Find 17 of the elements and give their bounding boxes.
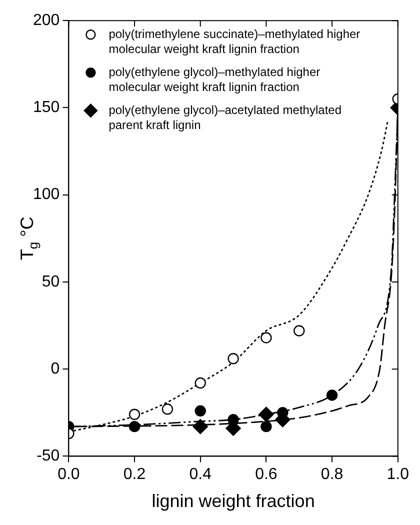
legend-label: poly(trimethylene succinate)–methylated higher molecular weight kraft lignin fraction — [108, 26, 360, 56]
x-axis-title: lignin weight fraction — [152, 491, 315, 512]
x-tick-label: 0.6 — [255, 466, 278, 484]
legend-label: poly(ethylene glycol)–methylated higher molecular weight kraft lignin fraction — [108, 64, 320, 94]
y-tick-label: -50 — [36, 448, 60, 465]
y-tick-label: 0 — [50, 360, 60, 378]
y-tick-label: 100 — [32, 186, 60, 204]
x-tick-label: 1.0 — [386, 466, 410, 484]
x-tick-label: 0.8 — [320, 466, 344, 484]
x-tick-label: 0.4 — [189, 466, 212, 484]
y-tick-label: 200 — [32, 12, 60, 30]
y-tick-label: 50 — [42, 273, 60, 290]
y-axis-title: Tg °C — [16, 216, 41, 260]
x-tick-label: 0.2 — [123, 466, 146, 484]
legend-label: poly(ethylene glycol)–acetylated methylated parent kraft lignin — [108, 102, 342, 132]
x-tick-label: 0.0 — [58, 466, 80, 484]
y-tick-label: 150 — [32, 99, 60, 116]
